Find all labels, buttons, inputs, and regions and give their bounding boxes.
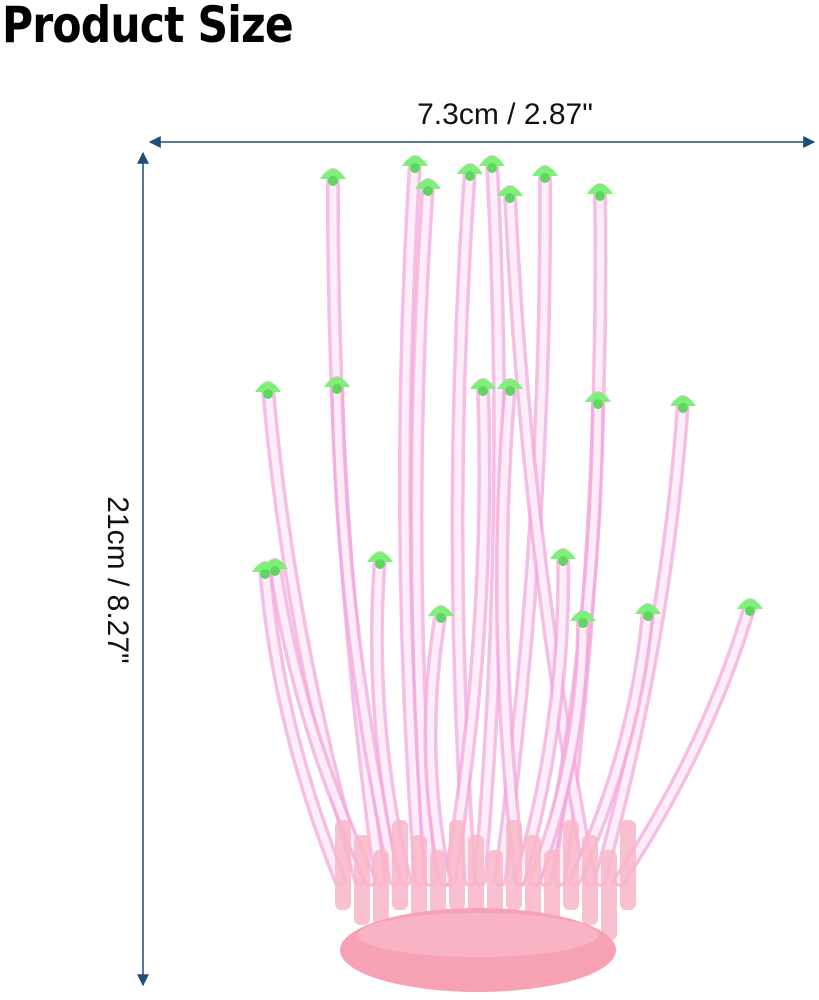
stub	[392, 820, 408, 910]
glow-tip-stem	[410, 163, 420, 173]
glow-tip-stem	[487, 163, 497, 173]
stub	[582, 835, 598, 925]
glow-tip-stem	[540, 173, 550, 183]
glow-tip	[585, 392, 611, 402]
tentacle-core	[531, 613, 587, 884]
glow-tip	[497, 379, 523, 389]
glow-tip	[635, 604, 661, 614]
stub	[411, 835, 427, 925]
tentacle-core	[596, 398, 687, 884]
stub	[525, 835, 541, 925]
glow-tip-stem	[465, 171, 475, 181]
tentacle-core	[261, 564, 344, 884]
stub	[354, 835, 370, 925]
glow-tip-stem	[745, 606, 755, 616]
glow-tip-stem	[478, 386, 488, 396]
tentacle-core	[426, 608, 449, 884]
glow-tip	[532, 166, 558, 176]
glow-tip-stem	[595, 191, 605, 201]
glow-tip-stem	[436, 613, 446, 623]
glow-tip	[320, 169, 346, 179]
glow-tip-stem	[328, 176, 338, 186]
tentacle-core	[506, 188, 594, 884]
stub	[601, 850, 617, 940]
glow-tip-stem	[505, 193, 515, 203]
width-label: 7.3cm / 2.87"	[417, 98, 593, 131]
glow-tip-stem	[423, 186, 433, 196]
glow-tip-stem	[375, 559, 385, 569]
stub	[620, 820, 636, 910]
glow-tip-stem	[505, 386, 515, 396]
glow-tip-stem	[578, 618, 588, 628]
glow-tip	[402, 156, 428, 166]
anemone	[252, 155, 763, 992]
glow-tip-stem	[558, 556, 568, 566]
glow-tip	[415, 179, 441, 189]
tentacle-core	[333, 379, 399, 884]
glow-tip	[255, 382, 281, 392]
stub	[373, 850, 389, 940]
glow-tip-stem	[263, 389, 273, 399]
base-shade	[358, 913, 598, 957]
tentacle-core	[616, 601, 754, 884]
glow-tip	[550, 549, 576, 559]
glow-tip-stem	[260, 569, 270, 579]
stub	[468, 835, 484, 925]
stub	[335, 820, 351, 910]
glow-tip-stem	[593, 399, 603, 409]
glow-tip-stem	[332, 384, 342, 394]
height-label: 21cm / 8.27"	[101, 496, 134, 663]
glow-tip-stem	[678, 403, 688, 413]
glow-tip	[497, 186, 523, 196]
tentacle-core	[401, 158, 424, 884]
glow-tip	[587, 184, 613, 194]
glow-tip	[324, 377, 350, 387]
page-title: Product Size	[2, 0, 294, 54]
glow-tip-stem	[270, 566, 280, 576]
glow-tip	[367, 552, 393, 562]
glow-tip	[470, 379, 496, 389]
glow-tip	[670, 396, 696, 406]
glow-tip	[428, 606, 454, 616]
stub	[449, 820, 465, 910]
stub	[506, 820, 522, 910]
tentacle-core	[271, 561, 374, 884]
glow-tip	[737, 599, 763, 609]
tentacle-core	[412, 181, 434, 884]
glow-tip	[457, 164, 483, 174]
tentacle-core	[498, 381, 524, 884]
tentacle-core	[446, 381, 488, 884]
glow-tip	[262, 559, 288, 569]
glow-tip	[479, 156, 505, 166]
glow-tip-stem	[643, 611, 653, 621]
stub	[563, 820, 579, 910]
glow-tip	[570, 611, 596, 621]
